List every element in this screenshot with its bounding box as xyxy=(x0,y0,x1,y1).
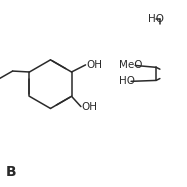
Text: OH: OH xyxy=(82,102,98,112)
Text: MeO: MeO xyxy=(119,60,142,70)
Text: HO: HO xyxy=(148,14,164,24)
Text: B: B xyxy=(6,165,16,179)
Text: OH: OH xyxy=(86,60,102,70)
Text: HO: HO xyxy=(119,76,135,86)
